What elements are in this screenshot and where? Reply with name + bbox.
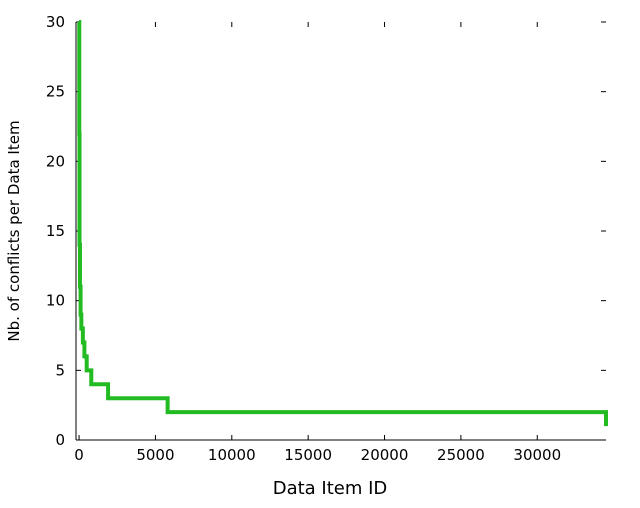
x-tick-label: 10000 bbox=[208, 446, 256, 464]
y-tick-label: 30 bbox=[46, 13, 65, 31]
x-tick-label: 30000 bbox=[513, 446, 561, 464]
x-axis-title: Data Item ID bbox=[273, 478, 388, 499]
y-tick-label: 15 bbox=[46, 222, 65, 240]
series-layer bbox=[77, 20, 608, 427]
x-tick-label: 25000 bbox=[437, 446, 485, 464]
plot-frame bbox=[75, 22, 606, 441]
y-axis-title: Nb. of conflicts per Data Item bbox=[5, 120, 23, 341]
y-tick-label: 25 bbox=[46, 83, 65, 101]
y-axis-ticks: 0 5 10 15 20 25 30 bbox=[46, 13, 606, 449]
series-line bbox=[77, 20, 608, 427]
x-axis-ticks: 0 5000 10000 15000 20000 25000 30000 bbox=[74, 22, 561, 464]
x-tick-label: 15000 bbox=[284, 446, 332, 464]
y-tick-label: 5 bbox=[55, 361, 65, 379]
x-tick-label: 0 bbox=[74, 446, 84, 464]
y-tick-label: 20 bbox=[46, 152, 65, 170]
y-tick-label: 10 bbox=[46, 292, 65, 310]
x-tick-label: 20000 bbox=[361, 446, 409, 464]
x-tick-label: 5000 bbox=[136, 446, 174, 464]
y-tick-label: 0 bbox=[55, 431, 65, 449]
